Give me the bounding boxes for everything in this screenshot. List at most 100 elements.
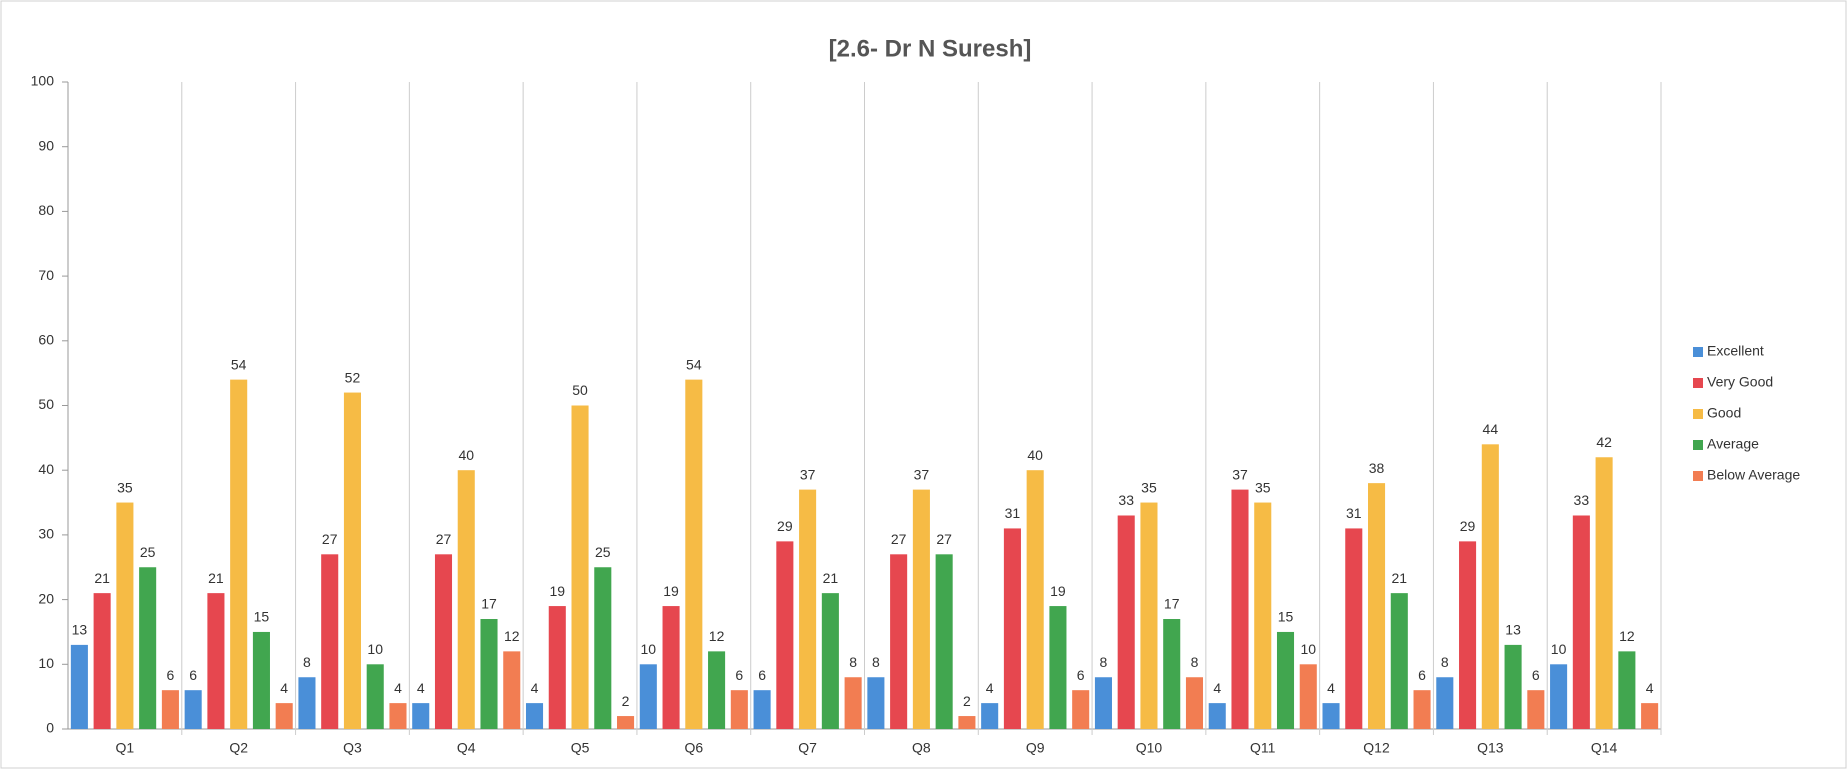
data-label: 37 — [800, 466, 816, 482]
data-label: 6 — [1418, 667, 1426, 683]
x-tick-label: Q13 — [1477, 740, 1504, 756]
bar — [958, 716, 976, 729]
legend-label: Good — [1707, 405, 1741, 421]
bar — [1595, 457, 1613, 729]
data-label: 33 — [1574, 492, 1590, 508]
data-label: 8 — [872, 654, 880, 670]
data-label: 8 — [1191, 654, 1199, 670]
bar — [412, 703, 430, 729]
data-label: 12 — [1619, 628, 1635, 644]
data-label: 27 — [936, 531, 952, 547]
x-tick-label: Q7 — [798, 740, 817, 756]
bar — [844, 677, 862, 729]
bar — [1436, 677, 1454, 729]
data-label: 35 — [117, 479, 133, 495]
legend-swatch — [1693, 471, 1703, 481]
data-label: 27 — [322, 531, 338, 547]
bar — [1527, 690, 1545, 729]
bar — [1140, 502, 1158, 729]
data-label: 6 — [189, 667, 197, 683]
data-label: 4 — [417, 680, 425, 696]
y-tick-label: 30 — [38, 526, 54, 542]
bar — [890, 554, 908, 729]
y-tick-label: 90 — [38, 137, 54, 153]
data-label: 19 — [1050, 583, 1066, 599]
data-label: 21 — [823, 570, 839, 586]
data-label: 38 — [1369, 460, 1385, 476]
x-tick-label: Q10 — [1136, 740, 1163, 756]
data-label: 4 — [1646, 680, 1654, 696]
bar — [503, 651, 521, 729]
y-tick-label: 0 — [46, 720, 54, 736]
y-tick-label: 50 — [38, 396, 54, 412]
data-label: 37 — [1232, 466, 1248, 482]
bar — [252, 631, 270, 729]
data-label: 10 — [1300, 641, 1316, 657]
x-tick-label: Q6 — [684, 740, 703, 756]
legend-swatch — [1693, 378, 1703, 388]
data-label: 15 — [254, 609, 270, 625]
bar — [1504, 644, 1522, 729]
bar — [594, 567, 612, 729]
data-label: 10 — [367, 641, 383, 657]
bar — [343, 392, 361, 729]
bar — [981, 703, 999, 729]
bar — [662, 606, 680, 729]
bar — [139, 567, 157, 729]
x-tick-label: Q12 — [1363, 740, 1390, 756]
bar — [1254, 502, 1272, 729]
data-label: 35 — [1255, 479, 1271, 495]
data-label: 54 — [231, 356, 247, 372]
bar — [1026, 470, 1044, 729]
y-tick-label: 80 — [38, 202, 54, 218]
bar — [571, 405, 589, 729]
bar — [639, 664, 657, 729]
x-tick-label: Q3 — [343, 740, 362, 756]
bar — [1572, 515, 1590, 729]
legend-swatch — [1693, 440, 1703, 450]
bar — [389, 703, 407, 729]
bar — [730, 690, 748, 729]
legend-swatch — [1693, 347, 1703, 357]
data-label: 19 — [663, 583, 679, 599]
bar — [685, 379, 703, 729]
x-tick-label: Q9 — [1026, 740, 1045, 756]
x-tick-label: Q11 — [1250, 740, 1276, 756]
bar — [230, 379, 248, 729]
data-label: 19 — [549, 583, 565, 599]
data-label: 8 — [1100, 654, 1108, 670]
data-label: 31 — [1005, 505, 1021, 521]
chart-title: [2.6- Dr N Suresh] — [829, 35, 1032, 62]
x-tick-label: Q5 — [571, 740, 590, 756]
data-label: 21 — [94, 570, 110, 586]
bar — [1003, 528, 1021, 729]
bar — [1072, 690, 1090, 729]
bar — [1049, 606, 1067, 729]
data-label: 10 — [1551, 641, 1567, 657]
data-label: 25 — [140, 544, 156, 560]
bar — [207, 593, 225, 729]
bar — [548, 606, 566, 729]
data-label: 4 — [1327, 680, 1335, 696]
legend-label: Excellent — [1707, 343, 1764, 359]
data-label: 17 — [1164, 596, 1180, 612]
data-label: 25 — [595, 544, 611, 560]
y-tick-label: 40 — [38, 461, 54, 477]
legend-label: Below Average — [1707, 467, 1800, 483]
bar — [1390, 593, 1408, 729]
bar — [1276, 631, 1295, 729]
data-label: 2 — [622, 693, 630, 709]
bar — [298, 677, 316, 729]
data-label: 8 — [1441, 654, 1449, 670]
bar — [1208, 703, 1226, 729]
data-label: 29 — [777, 518, 793, 534]
bar — [1299, 664, 1317, 729]
y-tick-label: 70 — [38, 267, 54, 283]
bar — [1550, 664, 1568, 729]
data-label: 4 — [531, 680, 539, 696]
data-label: 31 — [1346, 505, 1362, 521]
data-label: 17 — [481, 596, 497, 612]
bar — [912, 489, 930, 729]
data-label: 33 — [1118, 492, 1134, 508]
bar — [1641, 703, 1659, 729]
